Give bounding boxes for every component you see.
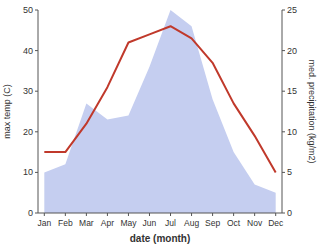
x-tick: [65, 213, 66, 216]
y2-tick: [282, 10, 285, 11]
x-tick-label: Feb: [58, 218, 73, 228]
y2-tick-label: 15: [287, 86, 297, 96]
x-tick: [212, 213, 213, 216]
x-tick-label: May: [120, 218, 137, 228]
x-tick: [254, 213, 255, 216]
x-tick-label: Jul: [165, 218, 176, 228]
y-tick-label: 10: [23, 167, 33, 177]
x-tick-label: Aug: [184, 218, 199, 228]
y-axis-label: max temp (C): [2, 84, 12, 139]
y2-tick-label: 20: [287, 46, 297, 56]
x-tick: [170, 213, 171, 216]
y2-tick-label: 0: [287, 208, 292, 218]
x-tick-label: Mar: [79, 218, 94, 228]
y2-tick: [282, 213, 285, 214]
y2-tick-label: 5: [287, 167, 292, 177]
x-axis-line: [38, 213, 282, 214]
y-tick: [35, 50, 38, 51]
x-tick-label: Jun: [143, 218, 157, 228]
chart: 0 10 20 30 40 50 0 5 10 15 20 25 Jan Feb Mar Apr May Jun J…: [0, 0, 318, 247]
x-tick: [86, 213, 87, 216]
y-tick: [35, 131, 38, 132]
plot-area: [44, 10, 275, 213]
x-tick: [191, 213, 192, 216]
x-tick-label: Sep: [205, 218, 220, 228]
y2-tick: [282, 50, 285, 51]
y-tick-label: 50: [23, 5, 33, 15]
x-tick: [107, 213, 108, 216]
y-axis-line: [38, 10, 39, 213]
x-tick-label: Nov: [247, 218, 263, 228]
temperature-line: [44, 26, 275, 172]
y-tick-label: 0: [28, 208, 33, 218]
x-tick: [275, 213, 276, 216]
x-tick: [44, 213, 45, 216]
y-tick-label: 30: [23, 86, 33, 96]
x-tick: [128, 213, 129, 216]
y2-tick: [282, 131, 285, 132]
x-tick-label: Oct: [227, 218, 241, 228]
y-tick: [35, 172, 38, 173]
precipitation-area: [44, 10, 275, 213]
y2-tick-label: 10: [287, 127, 297, 137]
x-tick-label: Dec: [268, 218, 284, 228]
y-tick: [35, 10, 38, 11]
x-tick: [233, 213, 234, 216]
y2-tick: [282, 172, 285, 173]
y-tick: [35, 91, 38, 92]
y-tick: [35, 213, 38, 214]
x-axis-label: date (month): [130, 233, 191, 244]
y2-tick: [282, 91, 285, 92]
x-tick-label: Jan: [37, 218, 51, 228]
y2-tick-label: 25: [287, 5, 297, 15]
y2-axis-line: [282, 10, 283, 213]
x-tick: [149, 213, 150, 216]
x-tick-label: Apr: [101, 218, 114, 228]
y-tick-label: 20: [23, 127, 33, 137]
y-tick-label: 40: [23, 46, 33, 56]
y2-axis-label: med. precipitation (kg/m2): [307, 59, 317, 163]
